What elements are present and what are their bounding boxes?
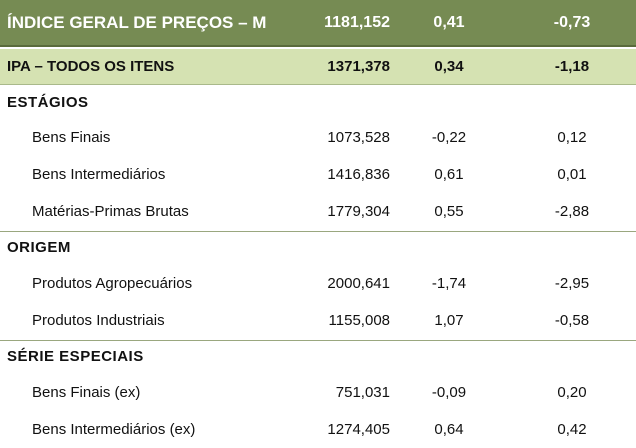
table-row: Bens Intermediários (ex) 1274,405 0,64 0… [0, 411, 636, 448]
row-label: Bens Finais [32, 129, 111, 146]
variation-value-2: -2,88 [554, 203, 590, 220]
variation-value-1: 1,07 [434, 312, 464, 329]
table-row: Bens Finais 1073,528 -0,22 0,12 [0, 119, 636, 156]
index-value: 1274,405 [327, 421, 390, 438]
variation-value-2: -0,73 [553, 13, 591, 31]
variation-value-2: -2,95 [554, 275, 590, 292]
index-value: 1155,008 [328, 312, 390, 329]
index-value: 1779,304 [327, 203, 390, 220]
row-label: Bens Intermediários [32, 166, 166, 183]
index-value: 2000,641 [327, 275, 390, 292]
variation-value-2: 0,20 [557, 384, 587, 401]
ipa-row: IPA – TODOS OS ITENS 1371,378 0,34 -1,18 [0, 49, 636, 85]
row-label: Bens Intermediários (ex) [32, 421, 196, 438]
table-row: Matérias-Primas Brutas 1779,304 0,55 -2,… [0, 193, 636, 230]
section-title: SÉRIE ESPECIAIS [7, 348, 144, 365]
variation-value-1: -1,74 [431, 275, 467, 292]
variation-value-1: -0,09 [431, 384, 467, 401]
index-value: 1181,152 [324, 13, 390, 31]
table-row: Bens Intermediários 1416,836 0,61 0,01 [0, 156, 636, 193]
section-title: ORIGEM [7, 239, 71, 256]
row-label: IPA – TODOS OS ITENS [7, 58, 175, 75]
variation-value-1: -0,22 [431, 129, 467, 146]
table-row: Produtos Industriais 1155,008 1,07 -0,58 [0, 302, 636, 339]
variation-value-1: 0,41 [433, 13, 465, 31]
row-label: Produtos Industriais [32, 312, 165, 329]
variation-value-1: 0,55 [434, 203, 464, 220]
table-row: Bens Finais (ex) 751,031 -0,09 0,20 [0, 374, 636, 411]
row-label: Bens Finais (ex) [32, 384, 141, 401]
variation-value-1: 0,61 [434, 166, 464, 183]
variation-value-2: 0,12 [557, 129, 587, 146]
variation-value-1: 0,34 [434, 58, 464, 75]
section-header-origem: ORIGEM [0, 231, 636, 263]
row-label: ÍNDICE GERAL DE PREÇOS – M [7, 12, 267, 32]
variation-value-1: 0,64 [434, 421, 464, 438]
variation-value-2: -1,18 [554, 58, 590, 75]
variation-value-2: -0,58 [554, 312, 590, 329]
row-label: Matérias-Primas Brutas [32, 203, 189, 220]
section-header-estagios: ESTÁGIOS [0, 86, 636, 118]
variation-value-2: 0,42 [557, 421, 587, 438]
index-value: 1416,836 [327, 166, 390, 183]
index-value: 751,031 [335, 384, 390, 401]
variation-value-2: 0,01 [557, 166, 587, 183]
table-row: Produtos Agropecuários 2000,641 -1,74 -2… [0, 265, 636, 302]
section-header-serie-especiais: SÉRIE ESPECIAIS [0, 340, 636, 372]
index-value: 1073,528 [327, 129, 390, 146]
row-label: Produtos Agropecuários [32, 275, 193, 292]
index-value: 1371,378 [327, 58, 390, 75]
main-index-row: ÍNDICE GERAL DE PREÇOS – M 1181,152 0,41… [0, 0, 636, 47]
section-title: ESTÁGIOS [7, 93, 89, 111]
